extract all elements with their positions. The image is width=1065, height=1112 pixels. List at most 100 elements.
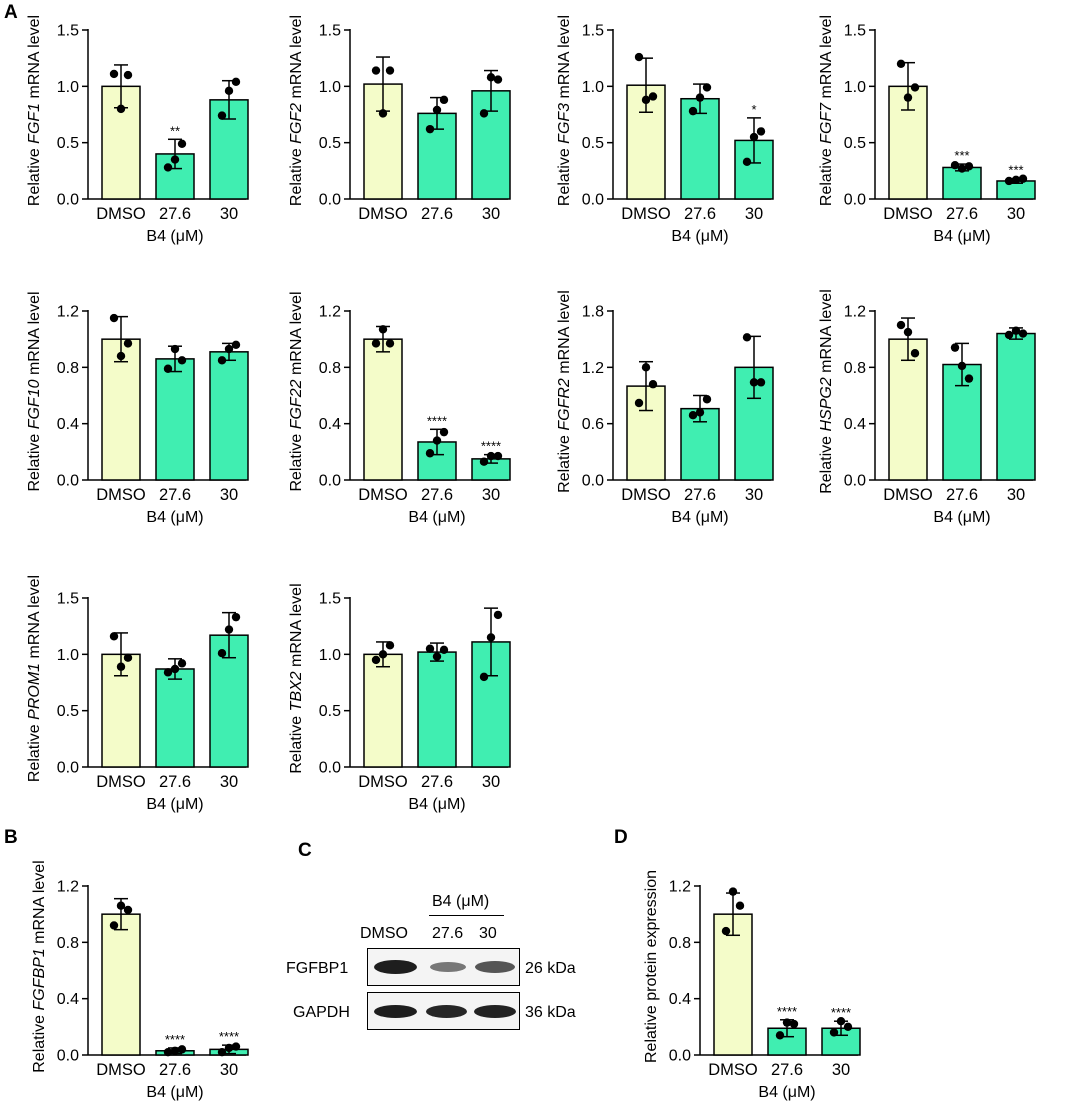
x-axis-title: B4 (μM) [671, 228, 728, 245]
blot-band [374, 1005, 417, 1018]
significance-label: **** [427, 413, 447, 428]
data-point [634, 398, 644, 408]
x-tick-label: 27.6 [421, 773, 453, 791]
y-tick-label: 1.5 [319, 591, 341, 608]
y-tick-label: 0.6 [582, 416, 604, 433]
y-axis-title: Relative FGF22 mRNA level [288, 291, 305, 491]
data-point [371, 339, 381, 348]
bar-30 [996, 332, 1036, 481]
data-point [116, 901, 126, 910]
blot-image-gapdh [367, 992, 520, 1030]
bar-27-6 [155, 358, 195, 481]
data-point [479, 109, 489, 118]
data-point [231, 77, 241, 87]
data-point [123, 653, 133, 662]
significance-label: **** [219, 1029, 239, 1044]
data-point [721, 926, 731, 936]
data-point [170, 1046, 180, 1055]
x-axis-title: B4 (μM) [146, 509, 203, 526]
bar-30 [209, 351, 249, 481]
x-tick-label: DMSO [358, 205, 408, 223]
y-tick-label: 1.2 [319, 304, 341, 321]
x-axis-title: B4 (μM) [671, 509, 728, 526]
x-tick-label: DMSO [883, 486, 933, 504]
data-point [782, 1018, 792, 1027]
data-point [371, 66, 381, 75]
x-tick-label: DMSO [358, 773, 408, 791]
data-point [163, 668, 173, 677]
data-point [702, 83, 712, 92]
y-tick-label: 0.0 [582, 192, 604, 209]
blot-image-fgfbp1 [367, 948, 520, 986]
data-point [910, 349, 920, 358]
y-tick-label: 0.4 [669, 991, 691, 1008]
data-point [789, 1019, 799, 1029]
x-tick-label: DMSO [708, 1061, 758, 1079]
data-point [957, 164, 967, 173]
data-point [910, 83, 920, 92]
data-point [425, 644, 435, 653]
data-point [1018, 329, 1028, 338]
data-point [116, 104, 126, 114]
x-tick-label: 27.6 [159, 773, 191, 791]
data-point [493, 610, 503, 620]
data-point [432, 652, 442, 661]
panel-label-a: A [4, 2, 18, 23]
y-tick-label: 0.0 [57, 760, 79, 777]
blot-lane-label-30: 30 [479, 925, 497, 942]
data-point [163, 364, 173, 373]
y-axis-title: Relative HSPG2 mRNA level [818, 289, 835, 494]
data-point [648, 92, 658, 101]
x-tick-label: 27.6 [159, 205, 191, 223]
chart-prom1: 0.0 0.5 1.0 1.5 DMSO 27.6 30 B4 (μM) Relative PR… [26, 575, 249, 813]
data-point [163, 163, 173, 172]
x-tick-label: 30 [745, 205, 763, 223]
blot-band [430, 962, 466, 972]
x-axis-title: B4 (μM) [408, 796, 465, 813]
data-point [728, 887, 738, 896]
x-tick-label: 30 [220, 205, 238, 223]
y-tick-label: 1.0 [319, 79, 341, 96]
x-tick-label: 30 [1007, 205, 1025, 223]
y-axis-title: Relative FGF1 mRNA level [26, 15, 43, 206]
data-point [170, 155, 180, 164]
data-point [116, 662, 126, 671]
data-point [109, 921, 119, 930]
chart-fgfr2: 0.0 0.6 1.2 1.8 DMSO 27.6 30 B4 (μM) Relative FG… [556, 290, 774, 526]
y-tick-label: 1.2 [582, 360, 604, 377]
significance-label: **** [165, 1032, 185, 1047]
data-point [439, 645, 449, 655]
data-point [123, 70, 133, 80]
data-point [1011, 175, 1021, 185]
blot-lane-label-27-6: 27.6 [432, 925, 464, 942]
data-point [1004, 330, 1014, 340]
data-point [177, 1045, 187, 1054]
data-point [695, 408, 705, 417]
data-point [177, 139, 187, 148]
data-point [109, 69, 119, 79]
y-tick-label: 1.0 [582, 79, 604, 96]
y-tick-label: 1.0 [57, 647, 79, 664]
x-tick-label: DMSO [358, 486, 408, 504]
data-point [749, 132, 759, 142]
x-tick-label: 30 [482, 773, 500, 791]
x-axis-title: B4 (μM) [758, 1084, 815, 1101]
data-point [1011, 326, 1021, 335]
y-tick-label: 1.5 [319, 23, 341, 40]
y-tick-label: 1.5 [57, 23, 79, 40]
data-point [170, 664, 180, 674]
data-point [385, 66, 395, 75]
y-tick-label: 1.2 [844, 304, 866, 321]
x-tick-label: DMSO [883, 205, 933, 223]
y-axis-title: Relative FGF7 mRNA level [818, 15, 835, 206]
data-point [493, 451, 503, 461]
data-point [217, 1047, 227, 1057]
data-point [116, 351, 126, 361]
chart-fgf7: 0.0 0.5 1.0 1.5 DMSO *** 27.6 *** 30 B4 (μM) Relat… [818, 15, 1036, 245]
y-tick-label: 0.8 [57, 360, 79, 377]
bar-27-6 [680, 97, 720, 200]
data-point [439, 95, 449, 105]
x-axis-title: B4 (μM) [146, 796, 203, 813]
data-point [231, 1042, 241, 1051]
y-tick-label: 0.4 [319, 416, 341, 433]
